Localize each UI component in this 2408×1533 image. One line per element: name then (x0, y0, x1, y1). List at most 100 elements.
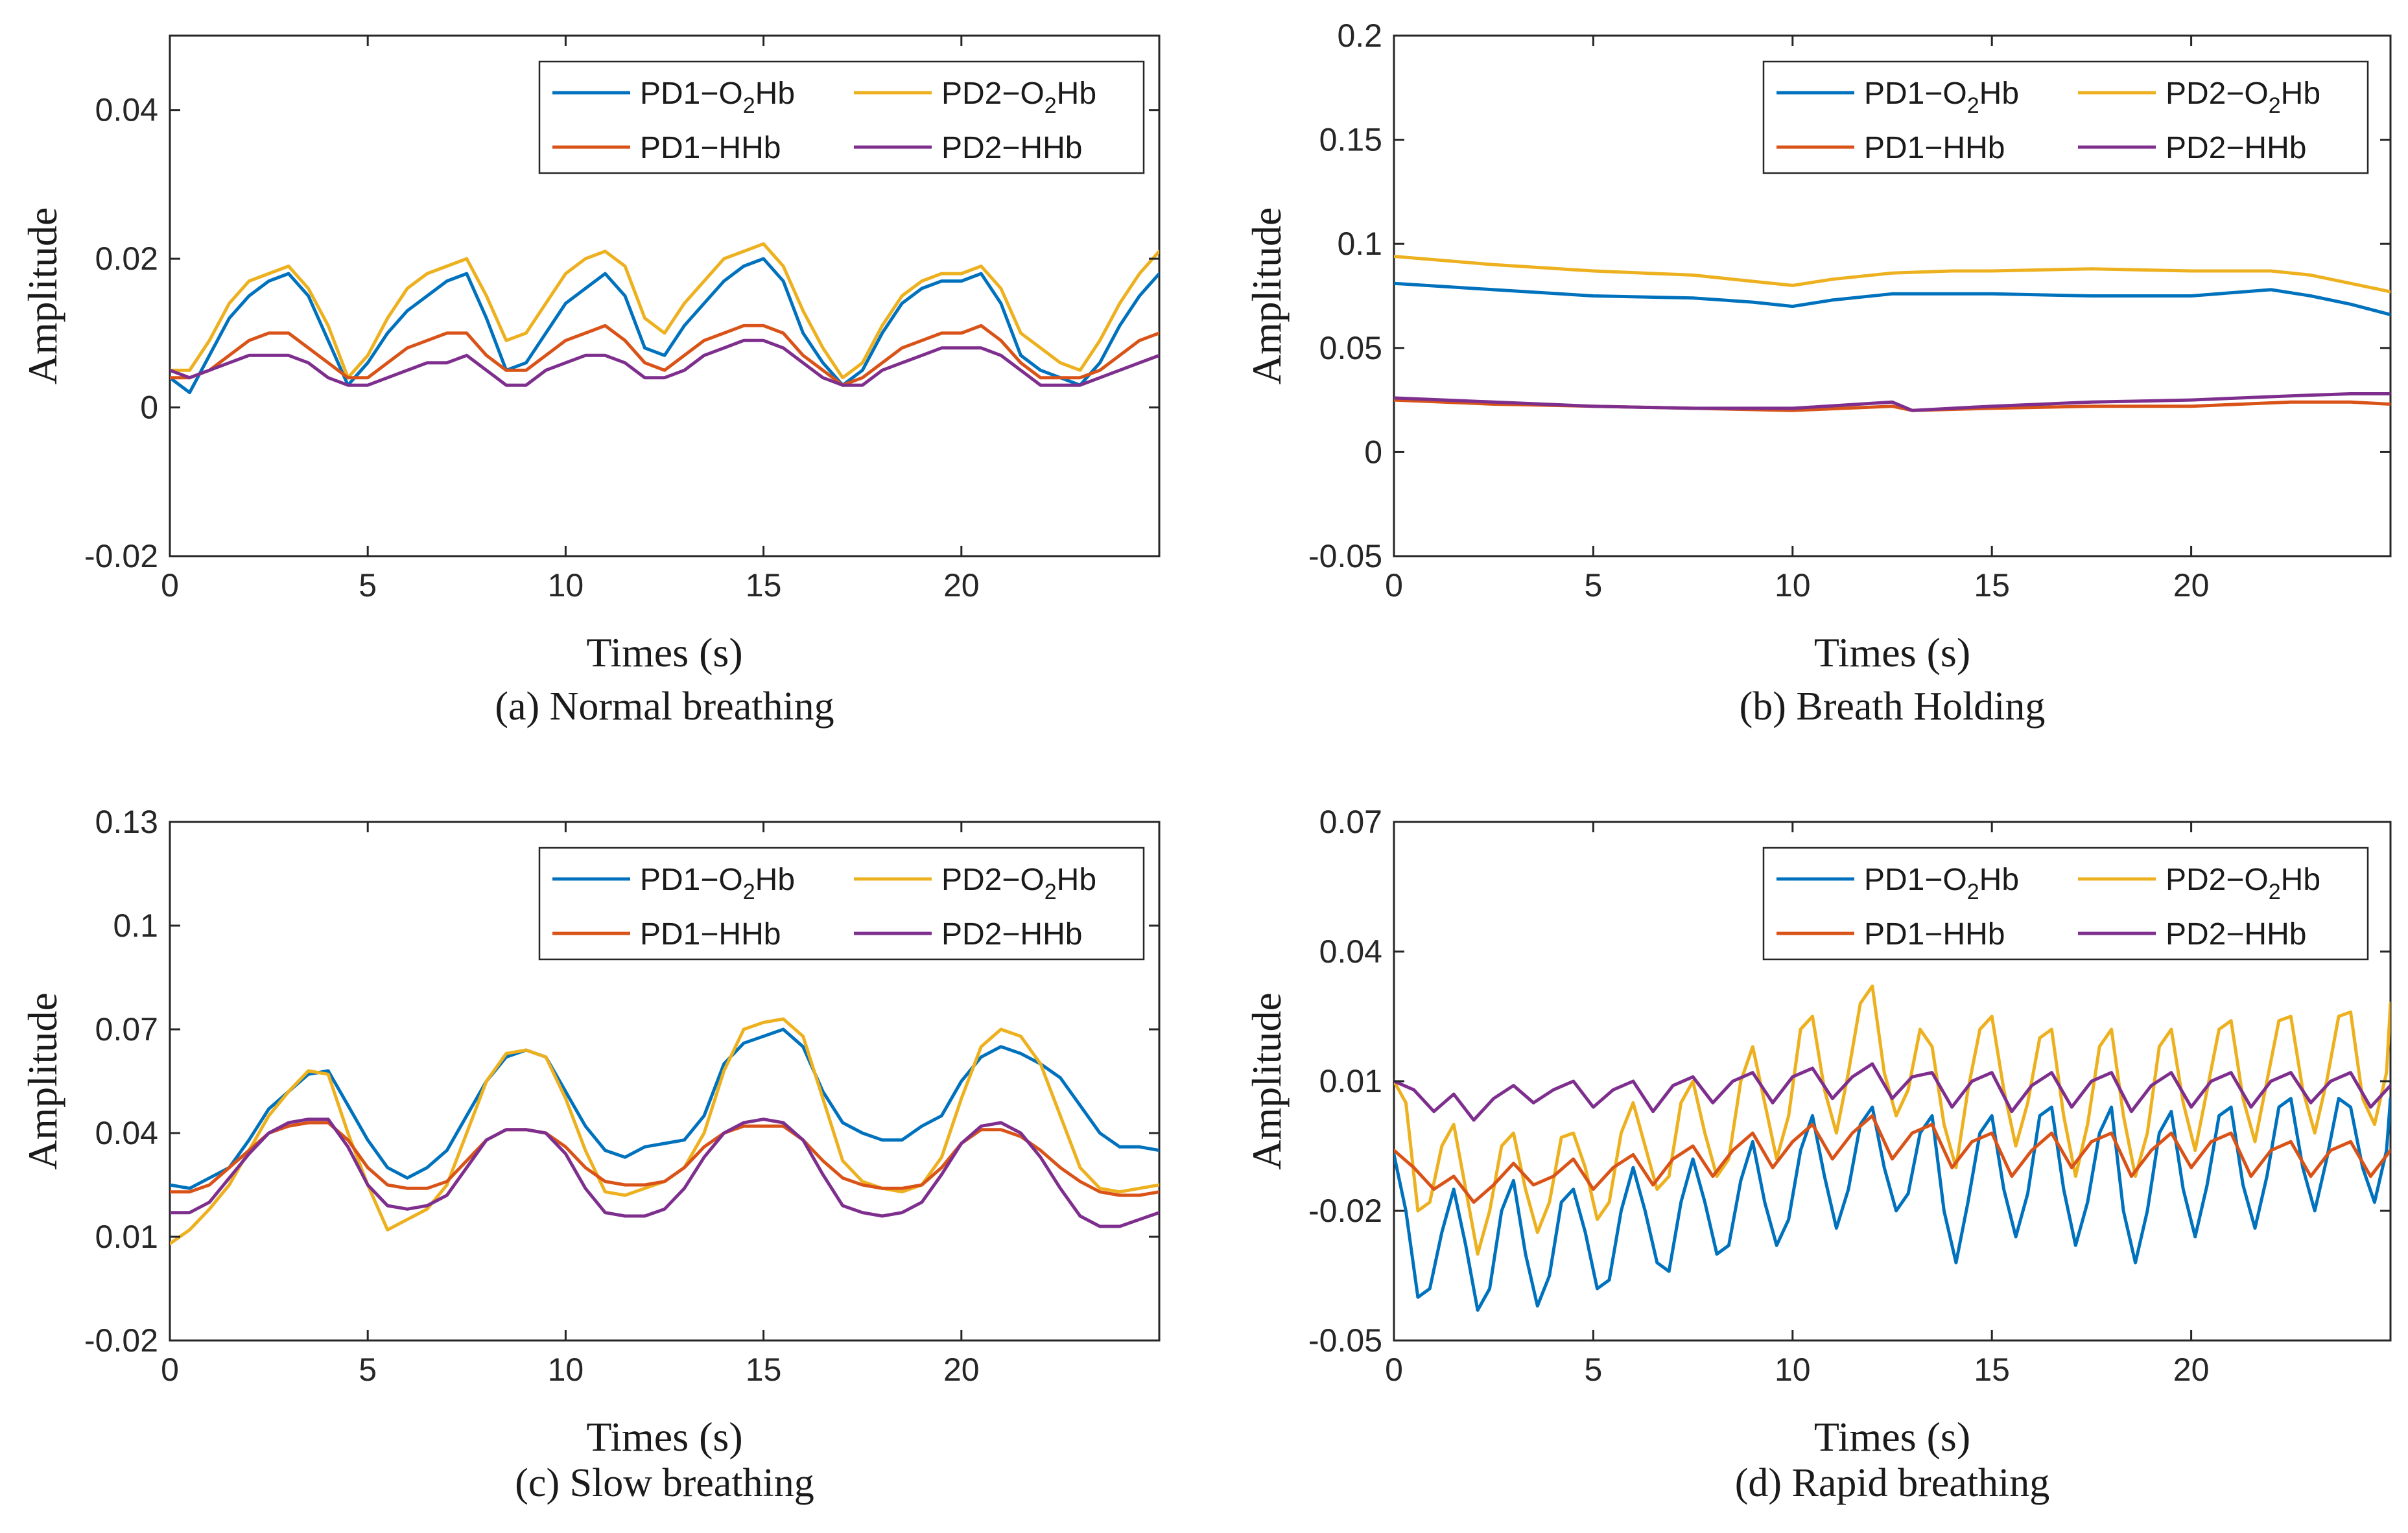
legend-entry: PD2−O2Hb (941, 76, 1096, 118)
legend-entry-base: PD1−O (640, 863, 743, 897)
x-axis-label: Times (s) (586, 1414, 742, 1460)
legend-entry: PD2−O2Hb (941, 863, 1096, 904)
legend-entry: PD2−HHb (941, 131, 1082, 165)
legend-box (538, 60, 1145, 174)
panel-3: 0 5 10 15 20 -0.02 0.01 0.04 0.07 0.1 0.13 Times (s… (19, 804, 1161, 1505)
x-tick-label: 10 (548, 1352, 584, 1388)
series-line-1 (170, 257, 1159, 395)
legend-entry: PD1−O2Hb (1864, 76, 2019, 118)
x-tick-label: 15 (1974, 567, 2010, 603)
legend-entry: PD2−O2Hb (2166, 76, 2320, 118)
legend-box (538, 847, 1145, 961)
series-group (1394, 984, 2390, 1312)
y-tick-label: 0 (1364, 434, 1382, 470)
series-line-1 (1394, 281, 2390, 316)
y-tick-label: 0.07 (1319, 804, 1382, 840)
legend-entry-subscript: 2 (743, 93, 755, 118)
x-tick-label: 15 (1974, 1352, 2010, 1388)
x-tick-label: 15 (746, 1352, 782, 1388)
y-tick-label: 0.01 (1319, 1063, 1382, 1099)
legend-entry-base: PD1−HHb (1864, 131, 2005, 165)
legend-entry-base: PD2−O (941, 76, 1045, 111)
y-tick-label: 0.04 (95, 1115, 158, 1151)
legend-entry-base: PD2−HHb (2166, 131, 2306, 165)
y-tick-label: 0.02 (95, 240, 158, 277)
legend-entry-base: PD2−HHb (941, 917, 1082, 952)
series-line-4 (170, 338, 1159, 387)
legend-entry-subscript: 2 (1045, 93, 1057, 118)
legend-entry-suffix: Hb (1979, 76, 2019, 111)
x-tick-label: 10 (548, 567, 584, 603)
y-tick-label: -0.05 (1308, 1322, 1382, 1359)
legend-entry: PD1−O2Hb (640, 863, 795, 904)
x-tick-label: 0 (1385, 1352, 1403, 1388)
legend-entry: PD2−HHb (941, 917, 1082, 952)
legend-entry-base: PD1−O (640, 76, 743, 111)
legend-entry: PD1−HHb (1864, 131, 2005, 165)
y-tick-label: 0.1 (113, 907, 158, 944)
legend-entry-base: PD1−HHb (1864, 917, 2005, 952)
y-tick-label: -0.05 (1308, 538, 1382, 574)
legend-box (1762, 60, 2369, 174)
x-axis-label: Times (s) (1814, 629, 1970, 675)
x-tick-label: 5 (1584, 567, 1602, 603)
legend-entry-suffix: Hb (1057, 863, 1096, 897)
panel-caption: (b) Breath Holding (1740, 685, 2046, 729)
legend-entry-suffix: Hb (755, 863, 795, 897)
legend-box (1762, 847, 2369, 961)
legend-entry: PD2−HHb (2166, 917, 2306, 952)
series-line-4 (1394, 1062, 2390, 1122)
legend-entry: PD1−HHb (1864, 917, 2005, 952)
series-line-1 (1394, 1097, 2390, 1312)
series-line-3 (1394, 1114, 2390, 1204)
series-group (1394, 255, 2390, 412)
legend-entry-base: PD2−O (2166, 76, 2269, 111)
y-tick-label: 0.15 (1319, 122, 1382, 158)
series-line-3 (170, 323, 1159, 387)
y-tick-label: 0.01 (95, 1219, 158, 1255)
y-tick-label: 0.05 (1319, 330, 1382, 366)
x-tick-label: 10 (1775, 1352, 1811, 1388)
x-tick-label: 0 (161, 1352, 179, 1388)
x-tick-label: 15 (746, 567, 782, 603)
y-tick-label: 0.1 (1337, 226, 1382, 262)
legend-entry-base: PD1−O (1864, 76, 1967, 111)
legend-entry-subscript: 2 (2269, 93, 2281, 118)
legend-entry-suffix: Hb (1979, 863, 2019, 897)
legend-entry-subscript: 2 (2269, 880, 2281, 904)
legend-entry-suffix: Hb (1057, 76, 1096, 111)
legend-entry-base: PD1−HHb (640, 917, 781, 952)
series-line-4 (170, 1118, 1159, 1228)
series-group (170, 1017, 1159, 1246)
y-tick-label: -0.02 (1308, 1193, 1382, 1229)
y-tick-label: -0.02 (84, 1322, 158, 1359)
legend-entry-subscript: 2 (743, 880, 755, 904)
legend-entry: PD1−O2Hb (1864, 863, 2019, 904)
x-axis-label: Times (s) (1814, 1414, 1970, 1460)
series-line-4 (1394, 392, 2390, 412)
y-tick-label: 0.04 (1319, 933, 1382, 970)
y-tick-label: 0.13 (95, 804, 158, 840)
panel-caption: (c) Slow breathing (515, 1461, 814, 1505)
x-tick-label: 20 (943, 1352, 980, 1388)
x-tick-label: 5 (1584, 1352, 1602, 1388)
legend-entry-base: PD2−O (2166, 863, 2269, 897)
x-axis-label: Times (s) (586, 629, 742, 675)
x-tick-label: 0 (161, 567, 179, 603)
legend-entry-subscript: 2 (1045, 880, 1057, 904)
legend-entry-suffix: Hb (755, 76, 795, 111)
legend-entry: PD1−HHb (640, 917, 781, 952)
series-line-2 (170, 242, 1159, 380)
legend-entry-base: PD2−O (941, 863, 1045, 897)
legend-entry: PD1−O2Hb (640, 76, 795, 118)
y-axis-label: Amplitude (19, 992, 65, 1170)
legend-entry-suffix: Hb (2281, 76, 2320, 111)
legend: PD1−O2Hb PD2−O2 Hb PD1−HHb PD2−HHb (1762, 847, 2369, 961)
legend-entry-base: PD2−HHb (2166, 917, 2306, 952)
legend-entry-base: PD1−O (1864, 863, 1967, 897)
